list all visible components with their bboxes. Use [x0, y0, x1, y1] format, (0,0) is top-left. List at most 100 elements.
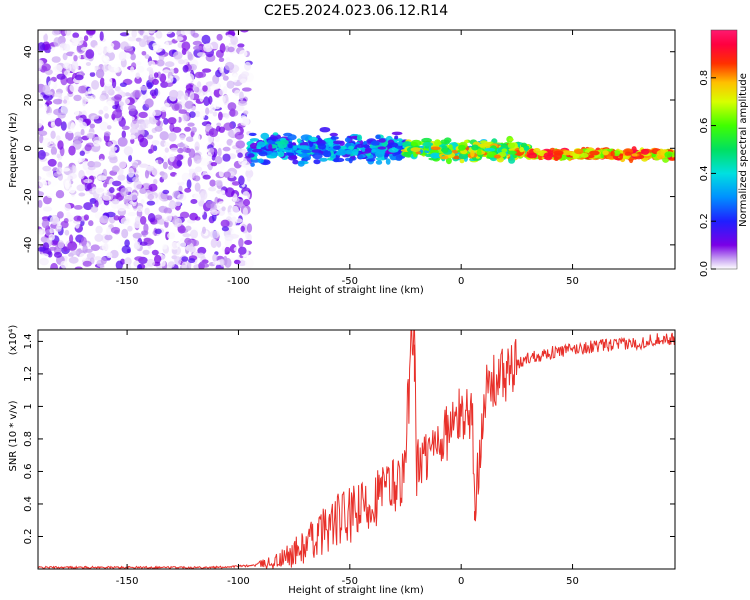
heat-cell	[47, 178, 58, 187]
heat-cell	[533, 147, 541, 154]
heat-cell	[113, 215, 120, 221]
heat-cell	[330, 136, 339, 140]
heat-cell	[244, 240, 253, 245]
heat-cell	[216, 33, 223, 41]
heat-cell	[375, 151, 385, 158]
heat-cell	[619, 153, 624, 160]
heat-cell	[370, 140, 380, 146]
heat-cell	[573, 152, 580, 159]
heat-cell	[277, 151, 285, 158]
heat-cell	[136, 264, 143, 269]
heat-cell	[184, 187, 192, 193]
heat-cell	[185, 225, 192, 231]
spectrogram-x-tick-label: -150	[116, 276, 139, 287]
heat-cell	[237, 100, 248, 106]
heat-cell	[101, 242, 110, 251]
heat-cell	[86, 252, 95, 260]
heat-cell	[39, 253, 49, 258]
heat-cell	[154, 214, 163, 220]
heat-cell	[169, 89, 179, 99]
heat-cell	[184, 92, 189, 101]
snr-y-tick-label: 0.6	[23, 463, 34, 479]
heat-cell	[117, 160, 127, 169]
heat-cell	[239, 78, 247, 84]
heat-cell	[402, 141, 413, 148]
heat-cell	[56, 73, 66, 80]
heat-cell	[90, 244, 100, 251]
heat-cell	[202, 85, 208, 92]
heat-cell	[95, 225, 103, 234]
heat-cell	[245, 169, 254, 179]
heat-cell	[124, 46, 134, 52]
heat-cell	[73, 215, 82, 222]
heat-cell	[234, 89, 241, 96]
heat-cell	[519, 146, 525, 153]
heat-cell	[91, 115, 99, 120]
heat-cell	[74, 266, 83, 269]
heat-cell	[186, 179, 192, 189]
heat-cell	[224, 113, 230, 119]
heat-cell	[224, 246, 231, 255]
heat-cell	[348, 145, 355, 150]
heat-cell	[103, 199, 110, 206]
heat-cell	[104, 113, 109, 119]
heat-cell	[184, 115, 190, 122]
heat-cell	[501, 148, 508, 153]
heat-cell	[65, 62, 72, 73]
heat-cell	[187, 122, 195, 127]
heat-cell	[240, 30, 249, 33]
heat-cell	[47, 80, 55, 88]
heat-cell	[233, 259, 241, 265]
heat-cell	[220, 219, 230, 228]
heat-cell	[297, 160, 305, 167]
heat-cell	[209, 230, 220, 239]
heat-cell	[85, 62, 91, 66]
heat-cell	[238, 246, 247, 255]
heat-cell	[210, 101, 217, 112]
heat-cell	[178, 185, 183, 193]
heat-cell	[43, 104, 48, 112]
heat-cell	[144, 98, 154, 108]
heat-cell	[71, 37, 80, 43]
heat-cell	[210, 209, 219, 216]
heat-cell	[210, 40, 220, 50]
snr-x-axis-label: Height of straight line (km)	[288, 585, 424, 596]
colorbar-tick-label: 0.4	[699, 165, 710, 181]
heat-cell	[55, 190, 65, 199]
heat-cell	[197, 81, 202, 88]
heat-cell	[112, 109, 123, 119]
heat-cell	[144, 207, 150, 215]
heat-cell	[83, 35, 89, 42]
heat-cell	[60, 121, 67, 131]
heat-cell	[63, 246, 68, 252]
heat-cell	[74, 74, 84, 81]
heat-cell	[194, 141, 200, 152]
heat-cell	[459, 159, 465, 164]
heat-cell	[147, 60, 156, 69]
heat-cell	[43, 52, 51, 58]
spectrogram-y-ticks: -40 -20 0 20 40	[23, 45, 675, 253]
heat-cell	[57, 240, 65, 249]
heat-cell	[371, 149, 377, 153]
heat-cell	[117, 204, 127, 212]
heat-cell	[192, 32, 199, 38]
heat-cell	[69, 83, 79, 93]
heat-cell	[221, 226, 229, 232]
heat-cell	[415, 151, 421, 155]
heat-cell	[131, 125, 136, 135]
heat-cell	[279, 139, 289, 145]
heat-cell	[223, 171, 231, 178]
heat-cell	[344, 149, 354, 155]
heat-cell	[69, 186, 76, 194]
spectrogram-y-tick-label: 0	[23, 145, 34, 151]
heat-cell	[70, 250, 80, 256]
heat-cell	[218, 57, 225, 62]
heat-cell	[160, 106, 167, 112]
heat-cell	[219, 161, 226, 170]
heat-cell	[214, 156, 223, 165]
heat-cell	[153, 72, 159, 78]
heat-cell	[83, 178, 93, 184]
heat-cell	[218, 111, 223, 121]
heat-cell	[287, 143, 293, 149]
heat-cell	[162, 243, 168, 250]
